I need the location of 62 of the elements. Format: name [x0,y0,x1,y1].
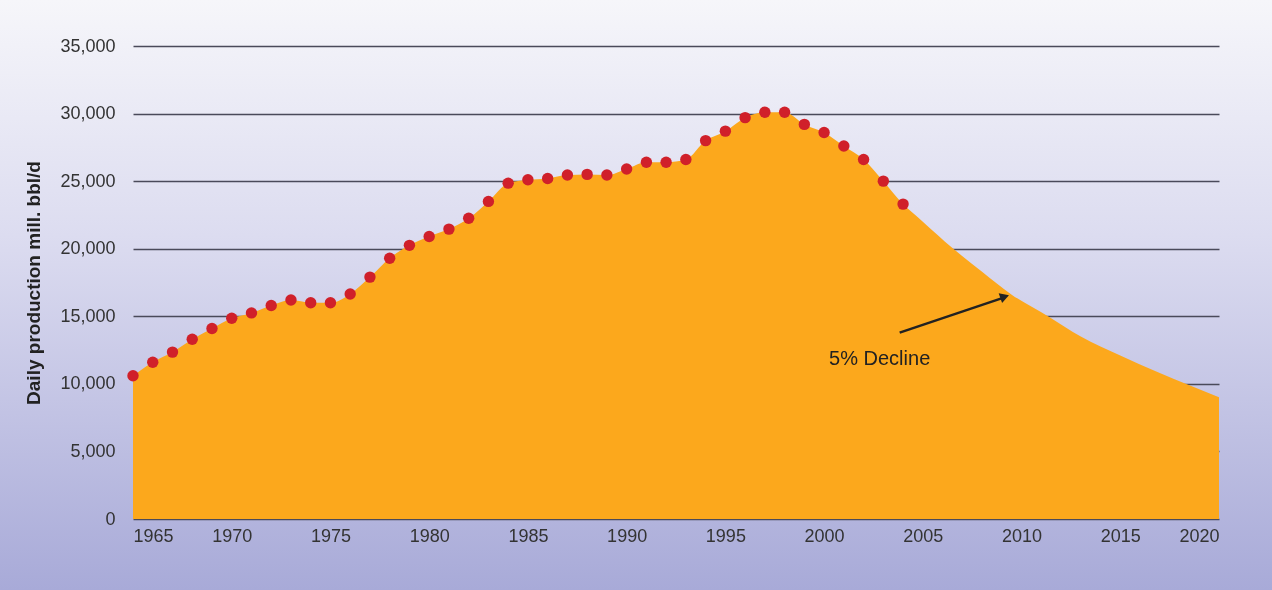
point [561,169,574,181]
point [324,297,337,309]
point [877,175,890,187]
point [541,172,554,185]
point [403,239,416,252]
point [364,271,376,283]
x-tick-label: 1975 [310,525,351,546]
point [897,198,909,210]
point [206,322,218,335]
point [660,156,672,168]
y-tick-label: 20,000 [60,238,116,259]
x-tick-label: 1990 [607,525,648,546]
point [581,168,593,181]
point [680,153,692,166]
point [423,230,435,243]
y-tick-label: 0 [105,508,116,529]
point [265,299,277,312]
point [482,195,495,208]
y-tick-label: 35,000 [60,35,116,56]
point [383,252,396,264]
point [640,156,653,168]
point [522,174,534,186]
y-tick-label: 25,000 [60,170,116,191]
point [739,111,751,124]
point [778,106,791,118]
point [759,106,771,118]
point [798,118,811,131]
x-tick-label: 2000 [804,525,845,546]
point [245,307,258,319]
x-tick-label: 1970 [212,525,253,546]
point [462,212,475,224]
point [344,288,356,300]
x-tick-label: 1980 [409,525,450,546]
x-tick-label: 1965 [133,525,174,546]
point [186,333,198,345]
point [818,126,830,139]
y-tick-label: 10,000 [60,373,116,394]
point [620,163,633,175]
x-tick-label: 1985 [508,525,549,546]
point [699,134,712,147]
point [443,223,455,235]
point [305,297,317,309]
y-tick-label: 5,000 [70,440,116,461]
y-tick-label: 15,000 [60,305,116,326]
point [127,370,139,382]
annotation: 5% Decline [829,346,931,369]
point [226,312,238,324]
point [502,177,514,189]
point [147,356,159,368]
x-tick-label: 2010 [1002,525,1043,546]
x-tick-label: 1995 [705,525,746,546]
y-tick-label: 30,000 [60,103,116,124]
point [285,294,297,306]
point [166,346,179,358]
x-tick-label: 2005 [903,525,944,546]
point [719,125,732,137]
x-tick-label: 2020 [1179,525,1220,546]
point [857,153,870,166]
x-tick-label: 2015 [1100,525,1141,546]
point [601,169,613,181]
y-axis-title: Daily production mill. bbl/d [23,161,45,405]
point [838,140,850,152]
